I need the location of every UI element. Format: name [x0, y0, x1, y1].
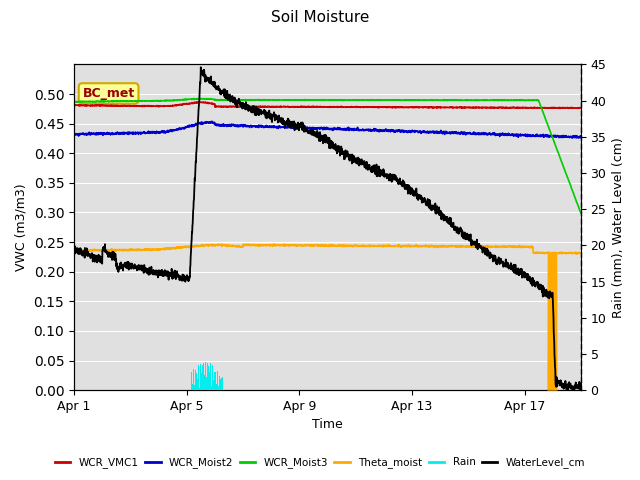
Text: Soil Moisture: Soil Moisture	[271, 10, 369, 24]
Y-axis label: Rain (mm), Water Level (cm): Rain (mm), Water Level (cm)	[612, 137, 625, 318]
Text: BC_met: BC_met	[83, 87, 135, 100]
Legend: WCR_VMC1, WCR_Moist2, WCR_Moist3, Theta_moist, Rain, WaterLevel_cm: WCR_VMC1, WCR_Moist2, WCR_Moist3, Theta_…	[51, 453, 589, 472]
X-axis label: Time: Time	[312, 419, 343, 432]
Y-axis label: VWC (m3/m3): VWC (m3/m3)	[15, 183, 28, 271]
